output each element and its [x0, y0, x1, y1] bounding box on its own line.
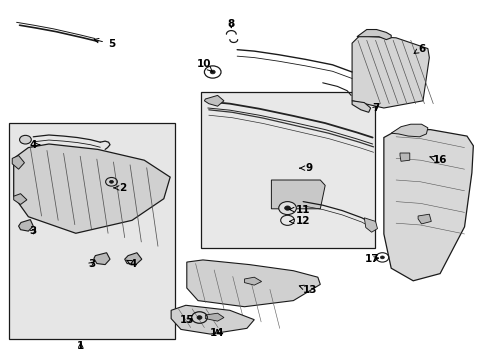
Polygon shape [14, 194, 27, 204]
Polygon shape [351, 36, 428, 108]
Text: 4: 4 [126, 258, 137, 269]
Text: 12: 12 [289, 216, 310, 226]
Text: 1: 1 [77, 341, 84, 351]
Polygon shape [205, 313, 224, 321]
Polygon shape [399, 153, 409, 161]
Circle shape [380, 256, 384, 259]
Text: 3: 3 [30, 226, 37, 236]
Polygon shape [364, 218, 377, 232]
Text: 10: 10 [197, 59, 212, 72]
Text: 2: 2 [114, 183, 126, 193]
Circle shape [20, 135, 31, 144]
Circle shape [197, 316, 202, 319]
Text: 16: 16 [429, 155, 447, 165]
Polygon shape [351, 101, 370, 112]
Bar [201, 92, 374, 248]
Polygon shape [204, 95, 224, 106]
Polygon shape [417, 214, 430, 224]
Circle shape [278, 202, 296, 215]
Circle shape [210, 70, 215, 74]
Polygon shape [94, 253, 110, 265]
Text: 7: 7 [371, 103, 379, 113]
Polygon shape [171, 305, 254, 334]
Text: 11: 11 [289, 204, 310, 215]
Text: 9: 9 [299, 163, 312, 173]
Polygon shape [19, 220, 33, 231]
Text: 8: 8 [227, 19, 234, 29]
Text: 13: 13 [299, 285, 317, 295]
Bar [9, 123, 175, 339]
Polygon shape [12, 156, 24, 169]
Text: 15: 15 [180, 315, 194, 325]
Text: 3: 3 [88, 258, 95, 269]
Polygon shape [356, 30, 390, 40]
Polygon shape [271, 180, 325, 209]
Circle shape [284, 206, 290, 210]
Polygon shape [390, 124, 427, 137]
Text: 14: 14 [209, 328, 224, 338]
Polygon shape [186, 260, 320, 307]
Polygon shape [383, 130, 472, 281]
Polygon shape [14, 144, 170, 233]
Polygon shape [244, 277, 261, 285]
Polygon shape [124, 253, 142, 265]
Text: 6: 6 [413, 44, 424, 54]
Circle shape [109, 180, 113, 183]
Text: 4: 4 [29, 140, 40, 150]
Text: 17: 17 [365, 254, 379, 264]
Text: 5: 5 [94, 39, 115, 49]
